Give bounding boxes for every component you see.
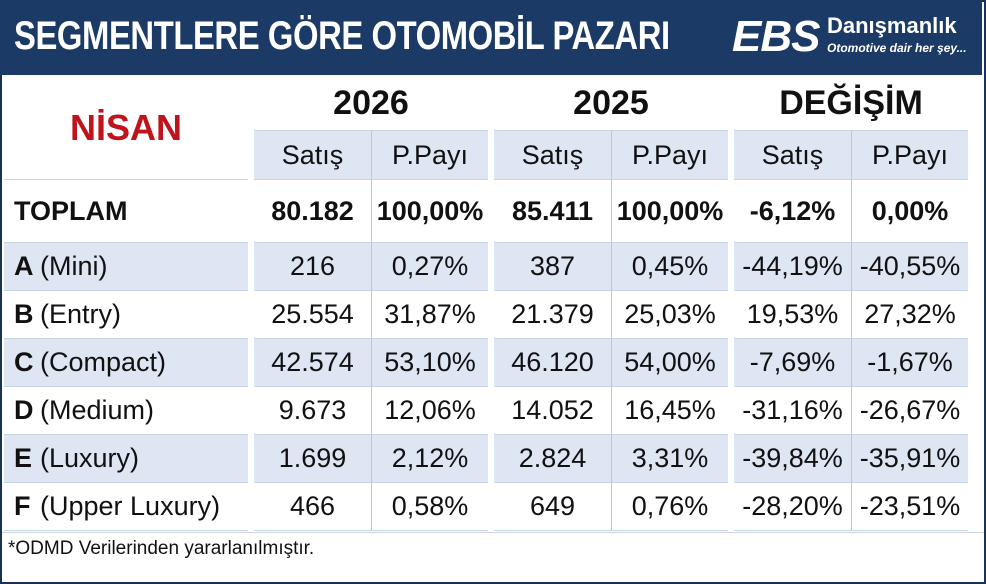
segment-name: (Medium): [40, 395, 155, 425]
segment-code: F: [14, 491, 31, 521]
table-cell: -1,67%: [851, 339, 968, 387]
table-cell: 466: [254, 483, 371, 531]
table-cell: 0,27%: [371, 243, 488, 291]
segment-label: F (Upper Luxury): [4, 483, 248, 531]
sub-header-row: Satış P.Payı Satış P.Payı Satış P.Payı: [4, 131, 968, 180]
logo-tagline: Otomotive dair her şey...: [827, 41, 967, 55]
segment-label: D (Medium): [4, 387, 248, 435]
logo-name: Danışmanlık: [827, 13, 957, 38]
group-2026: 2026: [254, 77, 488, 131]
segment-name: (Luxury): [40, 443, 140, 473]
table-cell: -23,51%: [851, 483, 968, 531]
segment-code: E: [14, 443, 33, 473]
table-row: D (Medium) 9.673 12,06% 14.052 16,45% -31,16% -…: [4, 387, 968, 435]
table-cell: 9.673: [254, 387, 371, 435]
group-2025: 2025: [494, 77, 728, 131]
table-cell: 14.052: [494, 387, 611, 435]
table-cell: 2.824: [494, 435, 611, 483]
table-cell: 649: [494, 483, 611, 531]
table-cell: 12,06%: [371, 387, 488, 435]
table-cell: -40,55%: [851, 243, 968, 291]
footnote: *ODMD Verilerinden yararlanılmıştır.: [8, 538, 315, 559]
total-cell: 100,00%: [611, 180, 728, 243]
table-cell: 2,12%: [371, 435, 488, 483]
sub-header-share: P.Payı: [851, 131, 968, 180]
segment-label: C (Compact): [4, 339, 248, 387]
table-row: E (Luxury) 1.699 2,12% 2.824 3,31% -39,84% -35,…: [4, 435, 968, 483]
table-cell: -44,19%: [734, 243, 851, 291]
segment-table: NİSAN 2026 2025 DEĞİŞİM Satış P.Payı Sat…: [4, 77, 968, 531]
total-cell: 0,00%: [851, 180, 968, 243]
period-label: NİSAN: [4, 77, 248, 180]
total-row: TOPLAM 80.182 100,00% 85.411 100,00% -6,…: [4, 180, 968, 243]
segment-name: (Compact): [40, 347, 167, 377]
total-cell: 85.411: [494, 180, 611, 243]
sub-header-sales: Satış: [494, 131, 611, 180]
logo-main: EBS: [732, 12, 820, 61]
table-cell: 31,87%: [371, 291, 488, 339]
segment-label: E (Luxury): [4, 435, 248, 483]
segment-name: (Mini): [40, 251, 108, 281]
table-cell: 0,76%: [611, 483, 728, 531]
table-cell: -35,91%: [851, 435, 968, 483]
total-cell: -6,12%: [734, 180, 851, 243]
table-cell: 1.699: [254, 435, 371, 483]
segment-code: B: [14, 299, 34, 329]
table-cell: 53,10%: [371, 339, 488, 387]
segment-label: A (Mini): [4, 243, 248, 291]
table-cell: 216: [254, 243, 371, 291]
table-cell: 0,45%: [611, 243, 728, 291]
sub-header-sales: Satış: [734, 131, 851, 180]
table-cell: 19,53%: [734, 291, 851, 339]
segment-name: (Entry): [40, 299, 121, 329]
sub-header-share: P.Payı: [611, 131, 728, 180]
group-header-row: NİSAN 2026 2025 DEĞİŞİM: [4, 77, 968, 180]
table-cell: 42.574: [254, 339, 371, 387]
table-row: F (Upper Luxury) 466 0,58% 649 0,76% -28,20% -2…: [4, 483, 968, 531]
segment-label: B (Entry): [4, 291, 248, 339]
table-cell: 25,03%: [611, 291, 728, 339]
total-label: TOPLAM: [4, 180, 248, 243]
sub-header-share: P.Payı: [371, 131, 488, 180]
table-row: B (Entry) 25.554 31,87% 21.379 25,03% 19,53% 27…: [4, 291, 968, 339]
page-title: SEGMENTLERE GÖRE OTOMOBİL PAZARI: [14, 14, 670, 58]
table-cell: 27,32%: [851, 291, 968, 339]
table-cell: -31,16%: [734, 387, 851, 435]
segment-name: (Upper Luxury): [40, 491, 221, 521]
total-cell: 100,00%: [371, 180, 488, 243]
header-bar: SEGMENTLERE GÖRE OTOMOBİL PAZARI EBS Dan…: [0, 0, 982, 75]
table-cell: 46.120: [494, 339, 611, 387]
table-cell: -28,20%: [734, 483, 851, 531]
table-cell: -7,69%: [734, 339, 851, 387]
segment-code: D: [14, 395, 34, 425]
table-cell: 21.379: [494, 291, 611, 339]
group-change: DEĞİŞİM: [734, 77, 968, 131]
table-cell: 16,45%: [611, 387, 728, 435]
table-cell: 54,00%: [611, 339, 728, 387]
segment-code: A: [14, 251, 34, 281]
segment-code: C: [14, 347, 34, 377]
table-row: C (Compact) 42.574 53,10% 46.120 54,00% -7,69%…: [4, 339, 968, 387]
table-cell: 387: [494, 243, 611, 291]
divider: [2, 532, 984, 533]
table-row: A (Mini) 216 0,27% 387 0,45% -44,19% -40,55%: [4, 243, 968, 291]
table-cell: 25.554: [254, 291, 371, 339]
table-cell: 0,58%: [371, 483, 488, 531]
brand-logo: EBS Danışmanlık Otomotive dair her şey..…: [732, 12, 972, 62]
sub-header-sales: Satış: [254, 131, 371, 180]
table-cell: -39,84%: [734, 435, 851, 483]
table-cell: 3,31%: [611, 435, 728, 483]
total-cell: 80.182: [254, 180, 371, 243]
table-cell: -26,67%: [851, 387, 968, 435]
